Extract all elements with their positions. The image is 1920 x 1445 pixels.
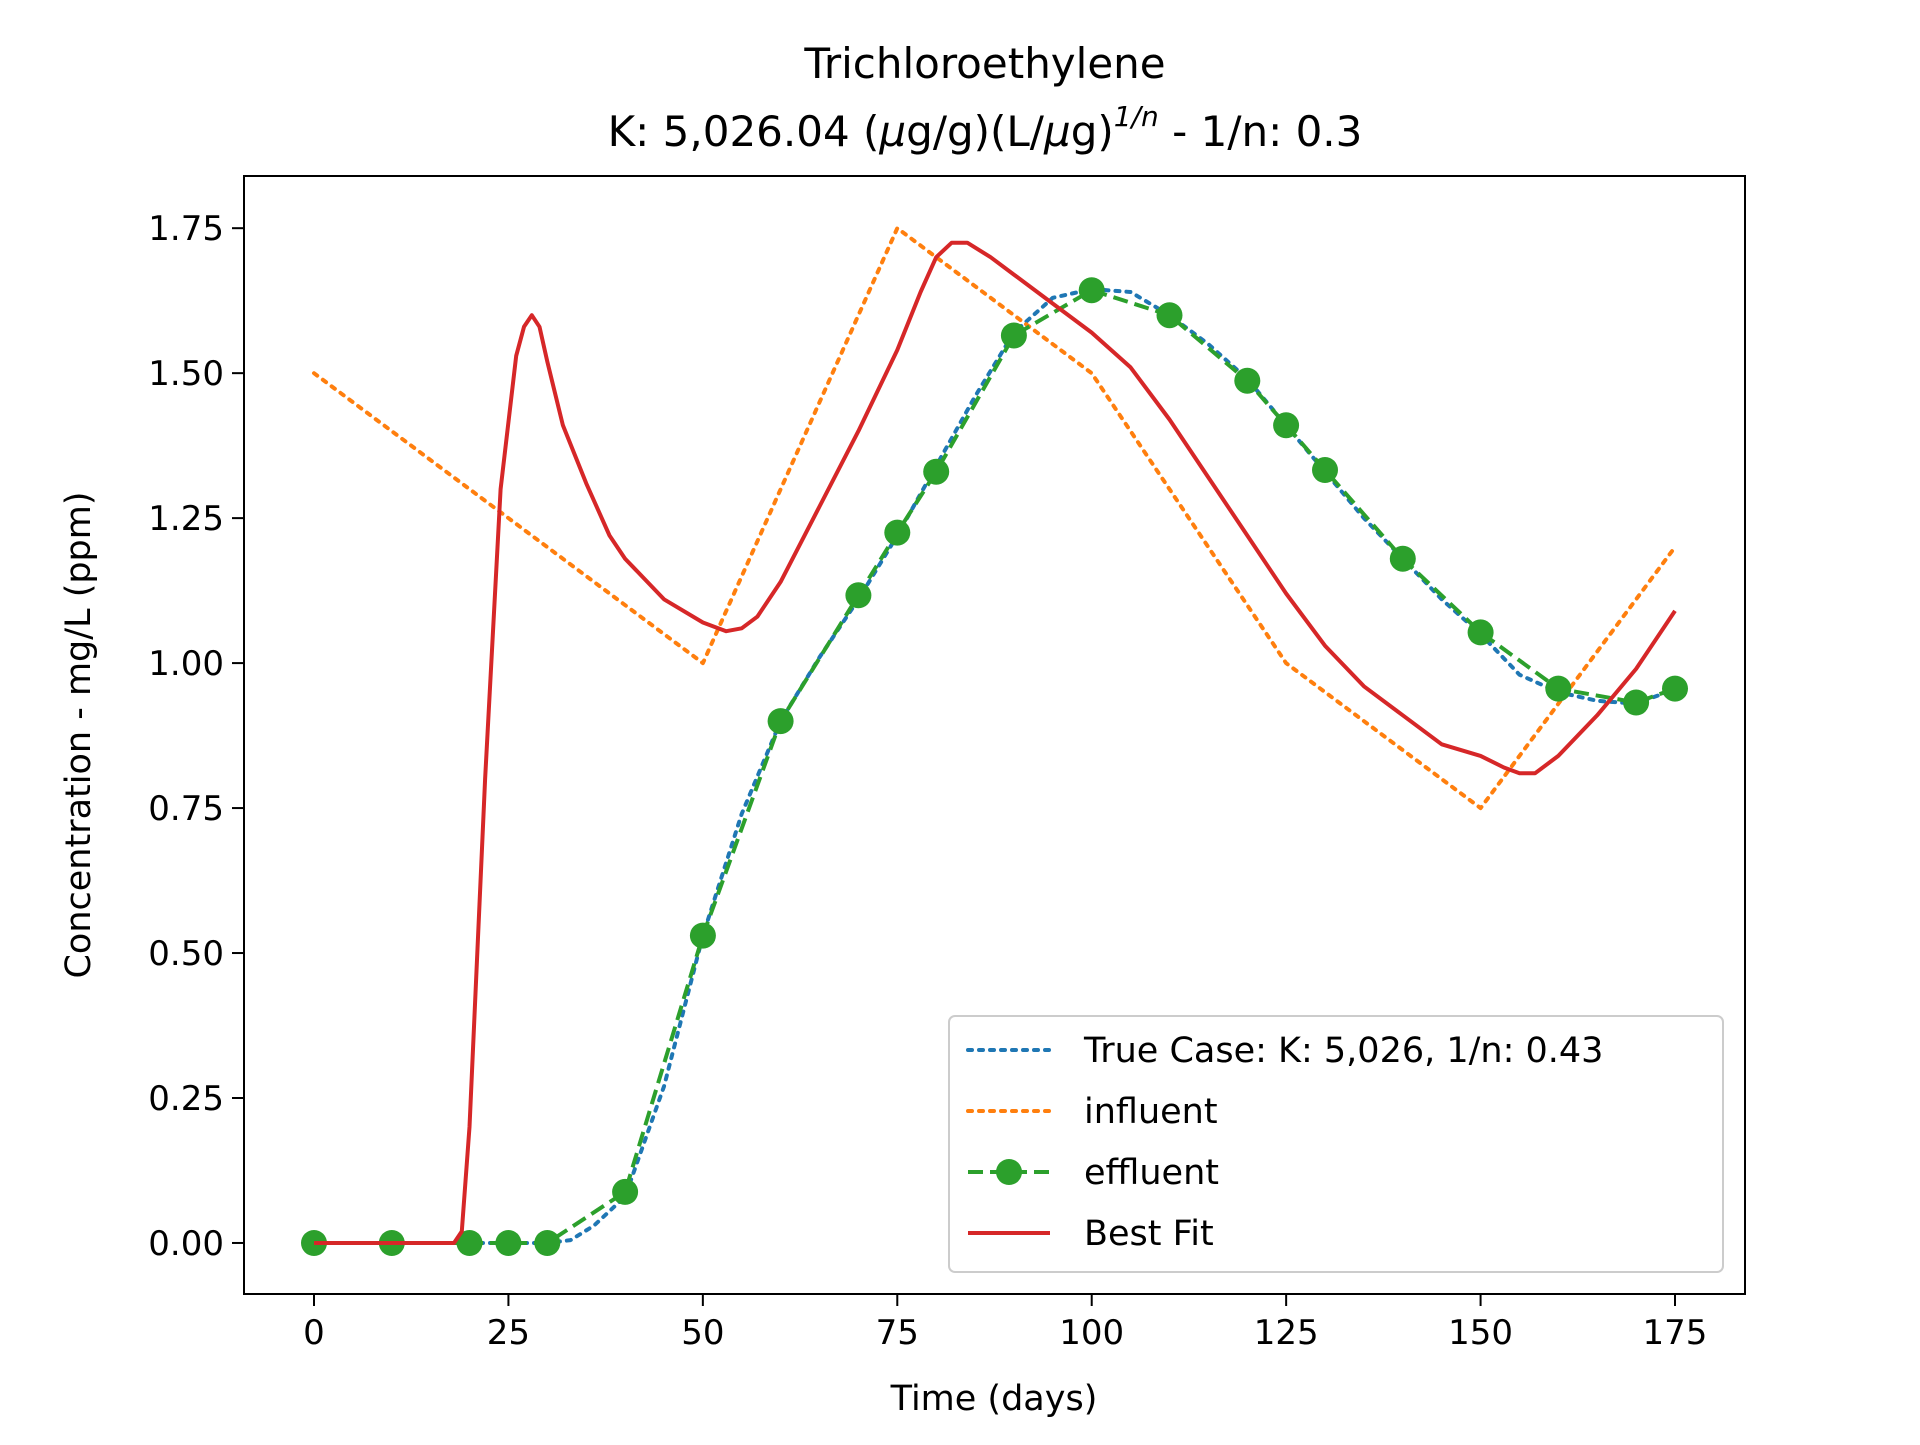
effluent-point	[1389, 545, 1416, 572]
x-tick-label: 175	[1643, 1313, 1708, 1353]
y-tick-label: 0.75	[148, 789, 224, 829]
legend: True Case: K: 5,026, 1/n: 0.43 influent …	[948, 1015, 1724, 1273]
series-line-best-fit	[314, 240, 1677, 1245]
series-line-influent	[312, 226, 1677, 811]
effluent-point	[1662, 675, 1688, 702]
x-tick-label: 75	[876, 1313, 919, 1353]
effluent-point	[1467, 619, 1494, 646]
effluent-point	[1156, 302, 1183, 329]
x-tick-label: 150	[1448, 1313, 1513, 1353]
legend-label-effluent: effluent	[1084, 1153, 1219, 1193]
effluent-point	[1312, 457, 1338, 483]
x-tick-label: 125	[1254, 1313, 1319, 1353]
legend-label-true-case: True Case: K: 5,026, 1/n: 0.43	[1083, 1031, 1603, 1071]
effluent-point	[1000, 322, 1027, 349]
y-tick-label: 1.00	[148, 644, 224, 684]
effluent-point	[1234, 367, 1261, 394]
y-tick-label: 1.75	[148, 209, 224, 249]
legend-marker-effluent	[996, 1159, 1022, 1185]
legend-label-influent: influent	[1084, 1092, 1218, 1132]
x-tick-label: 100	[1059, 1313, 1124, 1353]
legend-box	[948, 1015, 1724, 1273]
effluent-point	[689, 922, 716, 949]
y-tick-label: 1.50	[148, 354, 224, 394]
x-axis-ticks: 0 25 50 75 100 125 150 175	[303, 1294, 1707, 1353]
y-axis-ticks: 0.00 0.25 0.50 0.75 1.00 1.25 1.50 1.75	[148, 209, 244, 1264]
effluent-point	[1623, 689, 1650, 716]
chart-subtitle: K: 5,026.04 (μg/g)(L/μg)1/n - 1/n: 0.3	[608, 100, 1363, 156]
y-axis-label: Concentration - mg/L (ppm)	[59, 491, 99, 978]
series-line-effluent	[314, 288, 1676, 1245]
y-tick-label: 0.00	[148, 1224, 224, 1264]
series-layer	[301, 226, 1688, 1256]
effluent-point	[534, 1230, 561, 1256]
effluent-point	[495, 1230, 522, 1256]
y-tick-label: 1.25	[148, 499, 224, 539]
effluent-point	[923, 458, 950, 485]
effluent-point	[884, 519, 911, 546]
effluent-point	[612, 1178, 639, 1205]
effluent-point	[845, 582, 872, 609]
chart-title: Trichloroethylene	[803, 39, 1165, 88]
effluent-point	[1078, 277, 1105, 304]
x-axis-label: Time (days)	[890, 1379, 1098, 1419]
legend-label-best-fit: Best Fit	[1084, 1214, 1214, 1254]
x-tick-label: 50	[681, 1313, 724, 1353]
y-tick-label: 0.25	[148, 1079, 224, 1119]
effluent-point	[767, 708, 794, 735]
x-tick-label: 25	[487, 1313, 530, 1353]
axes-frame	[243, 175, 1746, 1295]
effluent-point	[1545, 675, 1572, 702]
effluent-point	[456, 1230, 483, 1256]
effluent-point	[1273, 412, 1300, 439]
y-tick-label: 0.50	[148, 934, 224, 974]
x-tick-label: 0	[303, 1313, 325, 1353]
